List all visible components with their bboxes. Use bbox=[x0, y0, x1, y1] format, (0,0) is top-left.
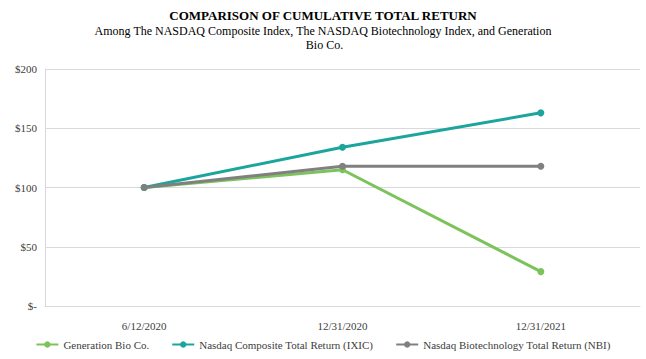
svg-text:COMPARISON OF CUMULATIVE TOTAL: COMPARISON OF CUMULATIVE TOTAL RETURN bbox=[169, 8, 477, 23]
svg-text:Generation Bio Co.: Generation Bio Co. bbox=[63, 339, 149, 351]
svg-text:6/12/2020: 6/12/2020 bbox=[122, 320, 167, 332]
svg-text:$-: $- bbox=[28, 300, 38, 312]
svg-text:Among The NASDAQ Composite Ind: Among The NASDAQ Composite Index, The NA… bbox=[95, 24, 552, 38]
svg-text:$50: $50 bbox=[21, 241, 38, 253]
svg-text:$200: $200 bbox=[15, 63, 38, 75]
svg-text:12/31/2020: 12/31/2020 bbox=[317, 320, 368, 332]
svg-text:Nasdaq Biotechnology Total Ret: Nasdaq Biotechnology Total Return (NBI) bbox=[423, 339, 611, 352]
svg-text:12/31/2021: 12/31/2021 bbox=[516, 320, 566, 332]
svg-text:Nasdaq Composite Total Return: Nasdaq Composite Total Return (IXIC) bbox=[199, 339, 373, 352]
svg-text:$100: $100 bbox=[15, 182, 38, 194]
svg-text:$150: $150 bbox=[15, 122, 38, 134]
svg-text:Bio Co.: Bio Co. bbox=[303, 38, 343, 52]
